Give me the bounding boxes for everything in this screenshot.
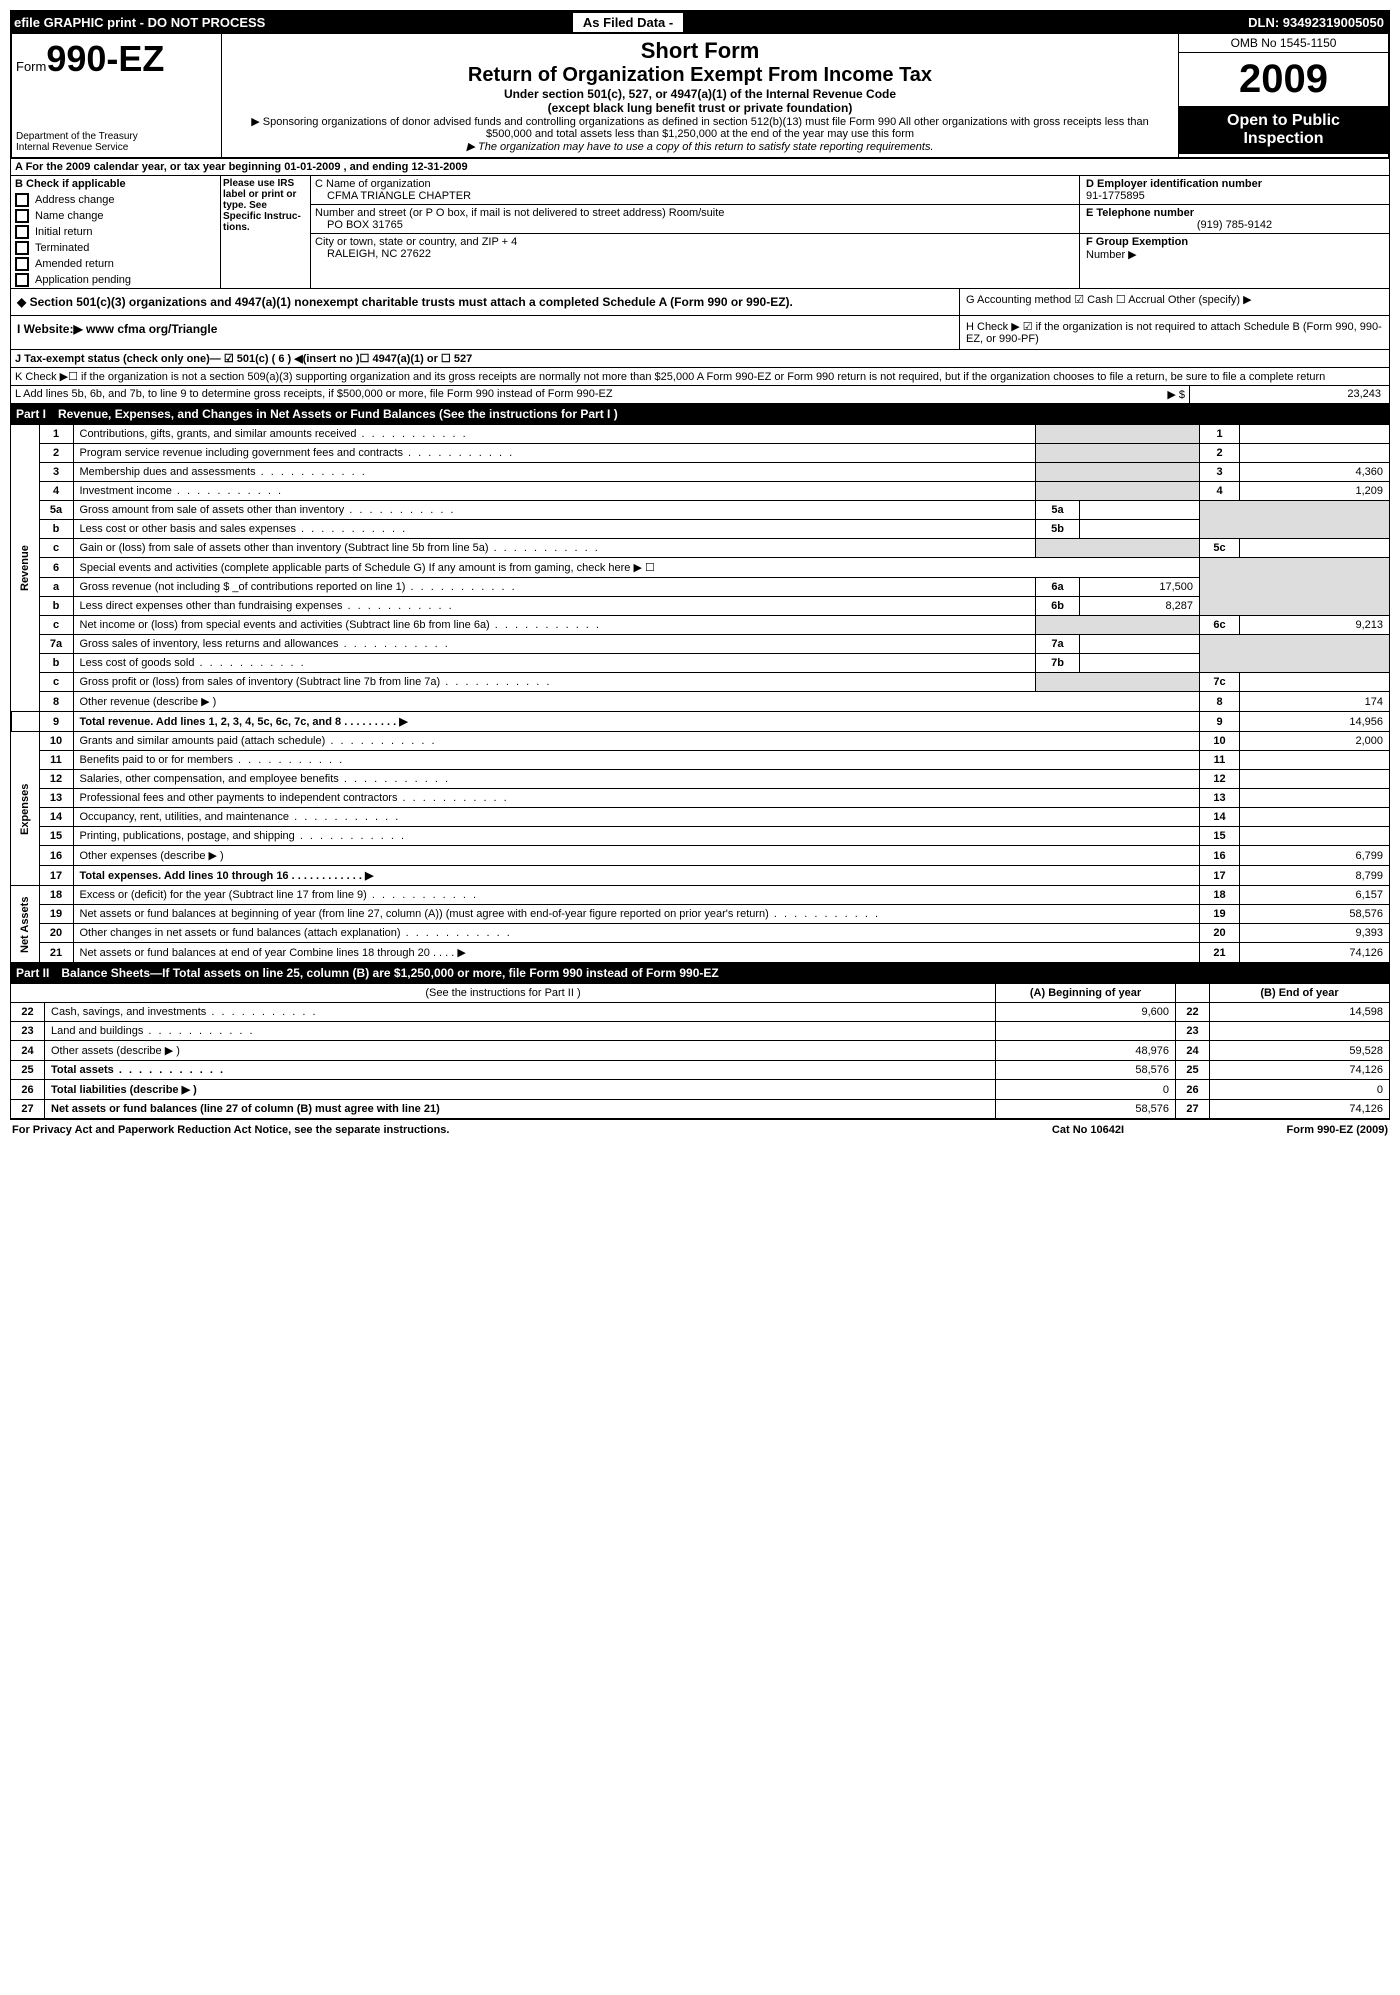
form-prefix: Form bbox=[16, 59, 46, 74]
c-name-value: CFMA TRIANGLE CHAPTER bbox=[315, 190, 1075, 202]
c-city-value: RALEIGH, NC 27622 bbox=[315, 248, 1075, 260]
row-i-website: I Website:▶ www cfma org/Triangle bbox=[11, 316, 959, 349]
footer-privacy: For Privacy Act and Paperwork Reduction … bbox=[12, 1124, 988, 1136]
form-note1: ▶ Sponsoring organizations of donor advi… bbox=[230, 115, 1170, 140]
col-de: D Employer identification number 91-1775… bbox=[1079, 176, 1389, 288]
top-bar: efile GRAPHIC print - DO NOT PROCESS As … bbox=[10, 10, 1390, 34]
short-form-label: Short Form bbox=[230, 38, 1170, 64]
part2-title: Balance Sheets—If Total assets on line 2… bbox=[61, 966, 718, 980]
f-group-label: F Group Exemption bbox=[1086, 236, 1383, 248]
footer-catno: Cat No 10642I bbox=[988, 1124, 1188, 1136]
c-addr-label: Number and street (or P O box, if mail i… bbox=[315, 207, 1075, 219]
f-group-label2: Number ▶ bbox=[1086, 248, 1383, 261]
form-sub2: (except black lung benefit trust or priv… bbox=[230, 101, 1170, 115]
balance-sheet-table: (See the instructions for Part II ) (A) … bbox=[10, 983, 1390, 1119]
part2-label: Part II bbox=[16, 966, 61, 980]
part2-header: Part II Balance Sheets—If Total assets o… bbox=[10, 963, 1390, 983]
cb-initial-return[interactable] bbox=[15, 225, 29, 239]
col-b-checkboxes: B Check if applicable Address change Nam… bbox=[11, 176, 221, 288]
section-b: B Check if applicable Address change Nam… bbox=[10, 176, 1390, 289]
part1-title: Revenue, Expenses, and Changes in Net As… bbox=[58, 407, 618, 421]
cb-amended[interactable] bbox=[15, 257, 29, 271]
row-l: L Add lines 5b, 6b, and 7b, to line 9 to… bbox=[10, 386, 1390, 404]
form-note2: ▶ The organization may have to use a cop… bbox=[230, 140, 1170, 153]
topbar-left: efile GRAPHIC print - DO NOT PROCESS bbox=[10, 15, 572, 30]
e-phone-value: (919) 785-9142 bbox=[1086, 219, 1383, 231]
d-ein-value: 91-1775895 bbox=[1086, 190, 1383, 202]
c-name-label: C Name of organization bbox=[315, 178, 1075, 190]
side-expenses: Expenses bbox=[11, 732, 39, 886]
row-j-status: J Tax-exempt status (check only one)— ☑ … bbox=[11, 349, 1389, 367]
side-netassets: Net Assets bbox=[11, 886, 39, 963]
section-501c3-note: ◆ Section 501(c)(3) organizations and 49… bbox=[11, 289, 959, 315]
footer-formno: Form 990-EZ (2009) bbox=[1188, 1124, 1388, 1136]
col-instructions: Please use IRS label or print or type. S… bbox=[221, 176, 311, 288]
dept-irs: Internal Revenue Service bbox=[16, 142, 217, 153]
omb-number: OMB No 1545-1150 bbox=[1179, 34, 1388, 53]
tax-year: 2009 bbox=[1179, 53, 1388, 106]
form-header: Form990-EZ Department of the Treasury In… bbox=[10, 34, 1390, 159]
col-b-header: (B) End of year bbox=[1210, 984, 1390, 1003]
col-c-org: C Name of organization CFMA TRIANGLE CHA… bbox=[311, 176, 1079, 288]
row-a-period: A For the 2009 calendar year, or tax yea… bbox=[10, 159, 1390, 176]
dept-treasury: Department of the Treasury bbox=[16, 131, 217, 142]
header-right: OMB No 1545-1150 2009 Open to Public Ins… bbox=[1178, 34, 1388, 157]
col-b-header: B Check if applicable bbox=[11, 176, 220, 192]
cb-address-change[interactable] bbox=[15, 193, 29, 207]
col-a-header: (A) Beginning of year bbox=[996, 984, 1176, 1003]
form-title: Return of Organization Exempt From Incom… bbox=[230, 64, 1170, 87]
c-addr-value: PO BOX 31765 bbox=[315, 219, 1075, 231]
ghi-block: ◆ Section 501(c)(3) organizations and 49… bbox=[10, 289, 1390, 368]
row-l-value: 23,243 bbox=[1189, 386, 1389, 403]
header-left: Form990-EZ Department of the Treasury In… bbox=[12, 34, 222, 157]
d-ein-label: D Employer identification number bbox=[1086, 178, 1383, 190]
part1-table: Revenue 1Contributions, gifts, grants, a… bbox=[10, 424, 1390, 963]
part1-label: Part I bbox=[16, 407, 58, 421]
cb-name-change[interactable] bbox=[15, 209, 29, 223]
topbar-dln: DLN: 93492319005050 bbox=[1242, 15, 1390, 30]
side-revenue: Revenue bbox=[11, 425, 39, 712]
form-page: efile GRAPHIC print - DO NOT PROCESS As … bbox=[0, 0, 1400, 1150]
header-mid: Short Form Return of Organization Exempt… bbox=[222, 34, 1178, 157]
e-phone-label: E Telephone number bbox=[1086, 207, 1383, 219]
part2-instr: (See the instructions for Part II ) bbox=[11, 984, 996, 1003]
row-g-accounting: G Accounting method ☑ Cash ☐ Accrual Oth… bbox=[959, 289, 1389, 315]
cb-app-pending[interactable] bbox=[15, 273, 29, 287]
row-k: K Check ▶☐ if the organization is not a … bbox=[10, 368, 1390, 386]
row-h-schedb: H Check ▶ ☑ if the organization is not r… bbox=[959, 316, 1389, 349]
row-l-sym: ▶ $ bbox=[1149, 386, 1189, 403]
page-footer: For Privacy Act and Paperwork Reduction … bbox=[10, 1119, 1390, 1140]
cb-terminated[interactable] bbox=[15, 241, 29, 255]
row-l-text: L Add lines 5b, 6b, and 7b, to line 9 to… bbox=[11, 386, 1149, 403]
part1-header: Part I Revenue, Expenses, and Changes in… bbox=[10, 404, 1390, 424]
c-city-label: City or town, state or country, and ZIP … bbox=[315, 236, 1075, 248]
form-number: 990-EZ bbox=[46, 38, 164, 79]
open-inspection: Open to Public Inspection bbox=[1179, 106, 1388, 154]
form-sub1: Under section 501(c), 527, or 4947(a)(1)… bbox=[230, 87, 1170, 101]
topbar-mid: As Filed Data - bbox=[572, 12, 684, 33]
